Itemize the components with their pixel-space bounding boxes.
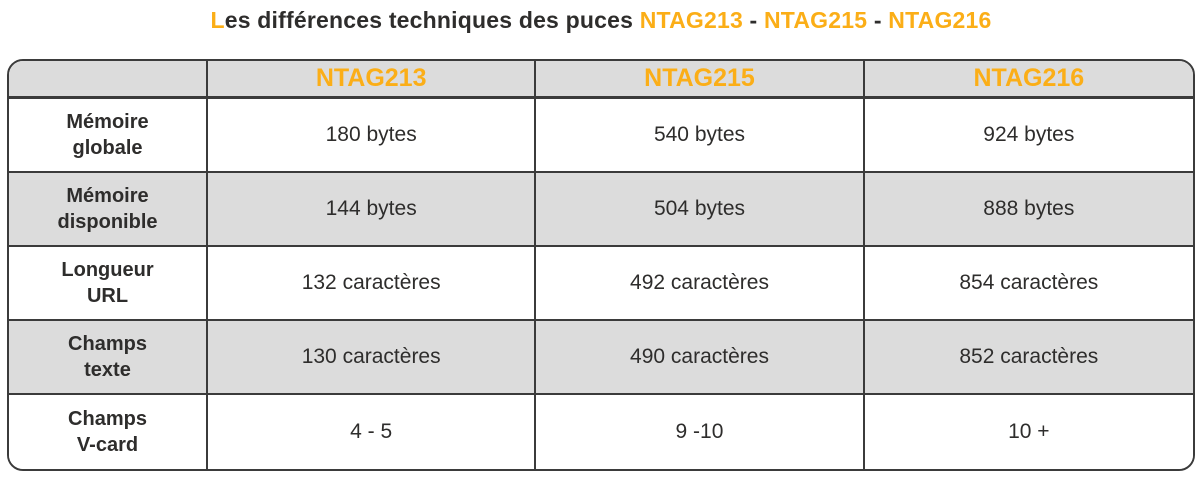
cell: 132 caractères bbox=[208, 247, 537, 321]
title-separator: - bbox=[749, 7, 758, 33]
table-row-memoire-globale: Mémoire globale 180 bytes 540 bytes 924 … bbox=[9, 99, 1193, 173]
row-label: Mémoire disponible bbox=[9, 173, 208, 247]
table-row-champs-texte: Champs texte 130 caractères 490 caractèr… bbox=[9, 321, 1193, 395]
table-row-longueur-url: Longueur URL 132 caractères 492 caractèr… bbox=[9, 247, 1193, 321]
title-separator: - bbox=[873, 7, 882, 33]
row-label: Longueur URL bbox=[9, 247, 208, 321]
cell: 504 bytes bbox=[536, 173, 865, 247]
header-ntag216: NTAG216 bbox=[864, 61, 1193, 99]
header-ntag215: NTAG215 bbox=[536, 61, 865, 99]
comparison-table: NTAG213 NTAG215 NTAG216 Mémoire globale … bbox=[7, 59, 1195, 471]
cell: 10 + bbox=[864, 395, 1193, 469]
cell: 4 - 5 bbox=[208, 395, 537, 469]
row-label: Mémoire globale bbox=[9, 99, 208, 173]
header-row: NTAG213 NTAG215 NTAG216 bbox=[9, 61, 1193, 99]
title-chip-ntag216: NTAG216 bbox=[888, 7, 992, 33]
cell: 888 bytes bbox=[864, 173, 1193, 247]
title-chip-ntag213: NTAG213 bbox=[639, 7, 743, 33]
cell: 130 caractères bbox=[208, 321, 537, 395]
cell: 9 -10 bbox=[536, 395, 865, 469]
title-accent-letter: L bbox=[210, 7, 225, 33]
title-text: es différences techniques des puces bbox=[224, 7, 634, 33]
cell: 490 caractères bbox=[536, 321, 865, 395]
cell: 492 caractères bbox=[536, 247, 865, 321]
cell: 180 bytes bbox=[208, 99, 537, 173]
row-label: Champs V-card bbox=[9, 395, 208, 469]
header-ntag213: NTAG213 bbox=[208, 61, 537, 99]
page-title: Les différences techniques des puces NTA… bbox=[0, 7, 1202, 34]
cell: 144 bytes bbox=[208, 173, 537, 247]
cell: 540 bytes bbox=[536, 99, 865, 173]
table-row-memoire-disponible: Mémoire disponible 144 bytes 504 bytes 8… bbox=[9, 173, 1193, 247]
row-label: Champs texte bbox=[9, 321, 208, 395]
title-chip-ntag215: NTAG215 bbox=[764, 7, 868, 33]
header-empty-cell bbox=[9, 61, 208, 99]
ntag-comparison-table: NTAG213 NTAG215 NTAG216 Mémoire globale … bbox=[9, 61, 1193, 469]
cell: 854 caractères bbox=[864, 247, 1193, 321]
cell: 924 bytes bbox=[864, 99, 1193, 173]
cell: 852 caractères bbox=[864, 321, 1193, 395]
table-row-champs-vcard: Champs V-card 4 - 5 9 -10 10 + bbox=[9, 395, 1193, 469]
